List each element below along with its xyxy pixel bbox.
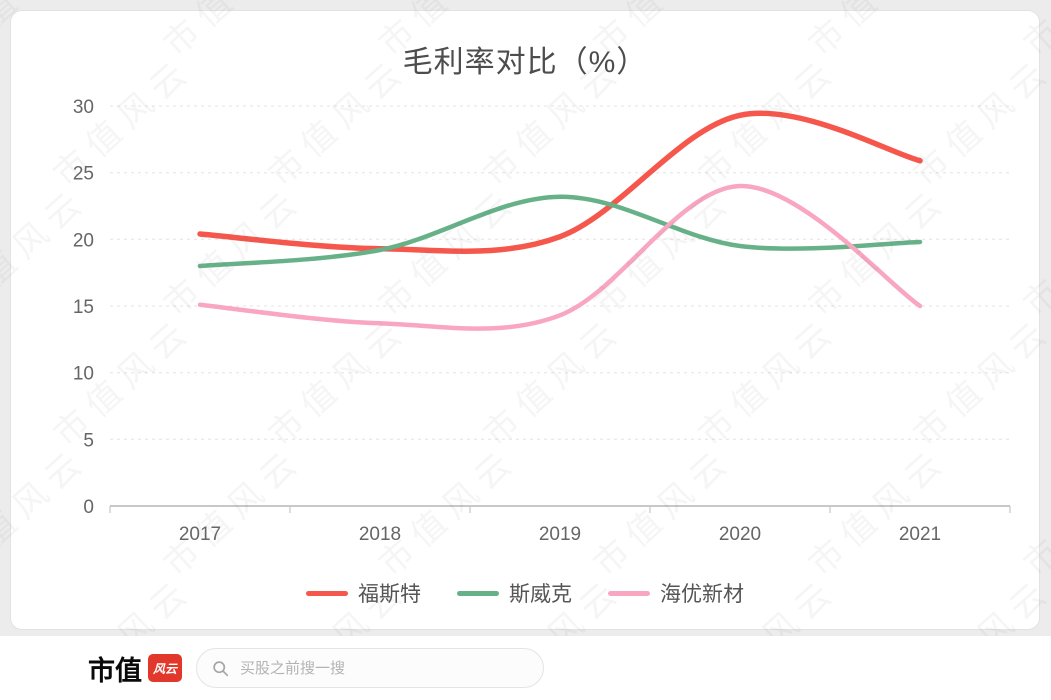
series-line-2 (197, 183, 923, 331)
x-tick-label: 2020 (719, 524, 761, 545)
y-tick-label: 30 (73, 97, 94, 118)
x-tick-label: 2021 (899, 524, 941, 545)
y-tick-label: 15 (73, 297, 94, 318)
y-tick-label: 20 (73, 230, 94, 251)
search-icon (213, 660, 229, 676)
y-tick-label: 10 (73, 364, 94, 385)
footer-bar: 市值 风云 (0, 636, 1051, 700)
brand-logo-text: 市值 (88, 655, 142, 686)
chart-title: 毛利率对比（%） (402, 46, 648, 79)
brand-logo[interactable]: 市值 风云 (88, 649, 182, 688)
legend-item-series-0[interactable]: 福斯特 (306, 578, 421, 608)
search-box[interactable] (196, 648, 544, 688)
legend-swatch-series-0 (306, 590, 348, 596)
legend-item-series-2[interactable]: 海优新材 (608, 578, 744, 608)
legend-label: 海优新材 (660, 583, 744, 606)
legend-swatch-series-2 (608, 590, 650, 596)
chart-card: 毛利率对比（%） 0 5 10 15 20 25 30 2017 2018 2019 2020 202… (10, 10, 1040, 630)
series-line-1 (197, 194, 923, 269)
legend-item-series-1[interactable]: 斯威克 (457, 578, 572, 608)
series-line-0 (197, 110, 923, 254)
legend-label: 斯威克 (509, 583, 572, 606)
search-input[interactable] (238, 658, 528, 678)
x-tick-label: 2018 (359, 524, 401, 545)
y-tick-label: 0 (83, 497, 94, 518)
y-tick-label: 5 (83, 430, 94, 451)
line-chart: 0 5 10 15 20 25 30 2017 2018 2019 2020 2021 (73, 97, 1011, 545)
x-tick-label: 2019 (539, 524, 581, 545)
legend-label: 福斯特 (358, 583, 421, 606)
x-tick-label: 2017 (179, 524, 221, 545)
brand-logo-badge: 风云 (148, 654, 182, 682)
chart-legend: 福斯特 斯威克 海优新材 (306, 578, 744, 608)
legend-swatch-series-1 (457, 590, 499, 596)
y-tick-label: 25 (73, 164, 94, 185)
